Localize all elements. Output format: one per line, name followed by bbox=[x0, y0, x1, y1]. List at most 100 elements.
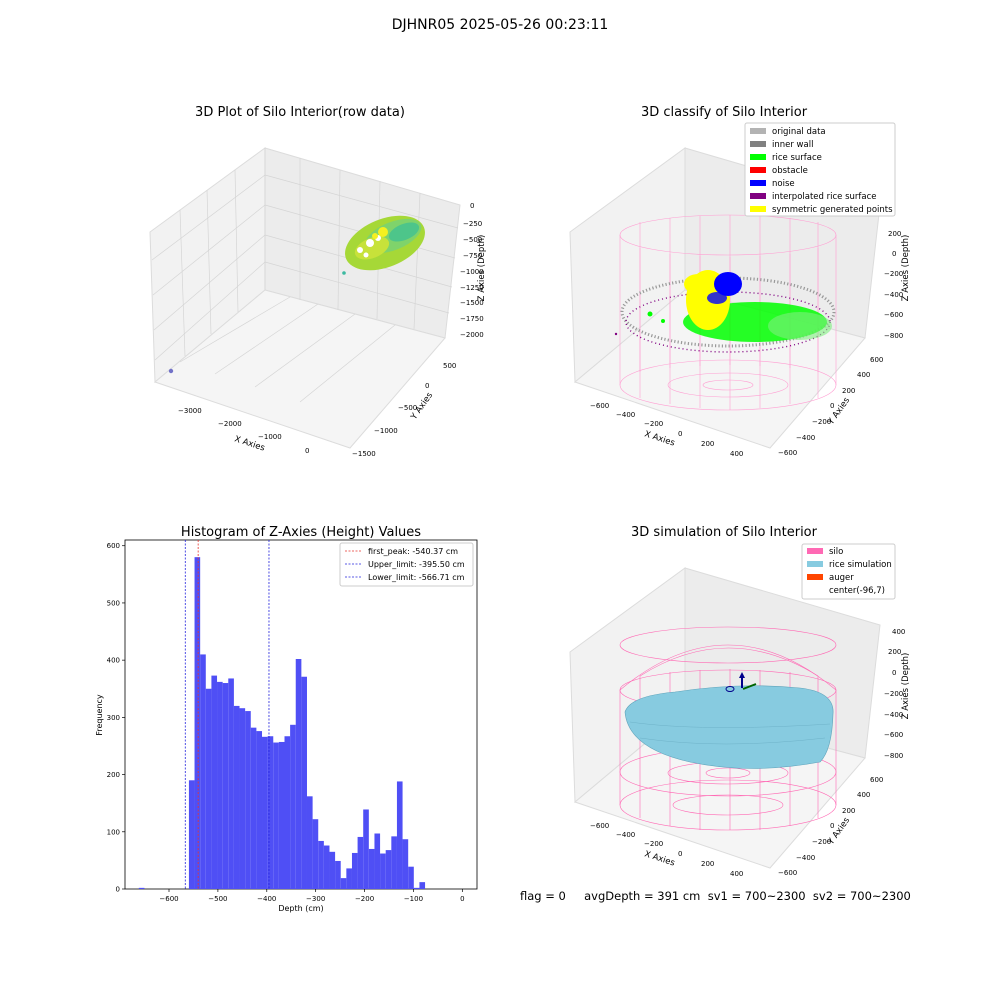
svg-text:200: 200 bbox=[888, 230, 901, 238]
classify-y-label: Y Axies bbox=[826, 395, 853, 427]
svg-text:0: 0 bbox=[678, 850, 682, 858]
raw-plot-title: 3D Plot of Silo Interior(row data) bbox=[195, 105, 405, 120]
raw-3d-grid bbox=[151, 148, 459, 403]
histogram-bar bbox=[295, 659, 302, 889]
histogram-bar bbox=[380, 853, 386, 889]
raw-z-label: Z Axies (Depth) bbox=[477, 235, 487, 302]
svg-text:200: 200 bbox=[701, 860, 714, 868]
histogram-bars bbox=[138, 557, 426, 889]
histogram-reference-lines bbox=[184, 540, 270, 889]
svg-text:−1000: −1000 bbox=[374, 427, 398, 435]
svg-text:−600: −600 bbox=[778, 449, 797, 457]
histogram-x-tick-label: −400 bbox=[257, 895, 276, 903]
simulation-auger bbox=[725, 672, 757, 692]
histogram-y-ticks: 0 100 200 300 400 500 600 bbox=[107, 542, 125, 894]
classify-plot-title: 3D classify of Silo Interior bbox=[641, 105, 808, 120]
histogram-x-tick-label: −500 bbox=[208, 895, 227, 903]
svg-text:0: 0 bbox=[830, 402, 834, 410]
svg-text:500: 500 bbox=[443, 362, 456, 370]
histogram-bar bbox=[222, 683, 229, 889]
histogram-bar bbox=[239, 708, 246, 889]
histogram-legend: first_peak: -540.37 cm Upper_limit: -395… bbox=[339, 542, 474, 587]
legend-obstacle: obstacle bbox=[772, 166, 808, 176]
legend-first-peak: first_peak: -540.37 cm bbox=[368, 547, 458, 556]
svg-text:−600: −600 bbox=[590, 822, 609, 830]
histogram-x-tick-label: −100 bbox=[404, 895, 423, 903]
histogram-bar bbox=[402, 839, 409, 889]
raw-z-ticks: 0 −250 −500 −750 −1000 −1250 −1500 −1750… bbox=[460, 202, 484, 339]
histogram-bar bbox=[194, 557, 201, 889]
classify-z-ticks: 200 0 −200 −400 −600 −800 bbox=[884, 230, 903, 340]
raw-3d-plot: 3D Plot of Silo Interior(row data) 0 −25… bbox=[149, 105, 487, 458]
svg-text:200: 200 bbox=[842, 807, 855, 815]
svg-text:−1250: −1250 bbox=[460, 284, 484, 292]
svg-text:−2000: −2000 bbox=[218, 420, 242, 428]
histogram-bar bbox=[273, 742, 279, 889]
simulation-x-label: X Axies bbox=[643, 849, 676, 868]
svg-text:0: 0 bbox=[892, 669, 896, 677]
histogram-bar bbox=[351, 852, 358, 889]
simulation-z-label: Z Axies (Depth) bbox=[901, 653, 911, 720]
legend-lower-limit: Lower_limit: -566.71 cm bbox=[368, 573, 465, 582]
histogram-x-tick-label: −300 bbox=[306, 895, 325, 903]
histogram-y-tick-label: 200 bbox=[107, 771, 120, 779]
legend-inner-wall: inner wall bbox=[772, 140, 813, 150]
histogram-x-tick-label: −600 bbox=[159, 895, 178, 903]
simulation-rice-surface bbox=[624, 685, 834, 769]
histogram-bar bbox=[138, 887, 145, 889]
svg-text:−1750: −1750 bbox=[460, 315, 484, 323]
svg-text:−600: −600 bbox=[778, 869, 797, 877]
svg-text:−750: −750 bbox=[463, 252, 482, 260]
legend-silo: silo bbox=[829, 547, 843, 557]
histogram-bar bbox=[340, 878, 347, 889]
svg-text:200: 200 bbox=[701, 440, 714, 448]
histogram-bar bbox=[396, 781, 403, 889]
svg-text:0: 0 bbox=[305, 447, 309, 455]
histogram-bar bbox=[368, 848, 375, 889]
histogram-bar bbox=[205, 688, 212, 889]
svg-text:−400: −400 bbox=[616, 831, 635, 839]
svg-text:600: 600 bbox=[870, 776, 883, 784]
histogram-bar bbox=[290, 724, 296, 889]
svg-text:−200: −200 bbox=[812, 418, 831, 426]
histogram-bar bbox=[391, 836, 397, 889]
svg-text:0: 0 bbox=[425, 382, 429, 390]
histogram-bar bbox=[250, 727, 257, 889]
histogram-bar bbox=[318, 840, 324, 889]
status-line: flag = 0 avgDepth = 391 cm sv1 = 700~230… bbox=[520, 889, 911, 903]
raw-3d-panes bbox=[149, 147, 461, 449]
svg-text:400: 400 bbox=[730, 870, 743, 878]
histogram-bar bbox=[278, 741, 285, 889]
svg-text:−1500: −1500 bbox=[460, 299, 484, 307]
raw-y-ticks: 500 0 −500 −1000 −1500 bbox=[352, 362, 456, 458]
svg-text:400: 400 bbox=[857, 371, 870, 379]
classify-z-label: Z Axies (Depth) bbox=[901, 235, 911, 302]
svg-text:400: 400 bbox=[857, 791, 870, 799]
histogram-bar bbox=[408, 866, 414, 889]
svg-text:−3000: −3000 bbox=[178, 407, 202, 415]
histogram-bar bbox=[374, 833, 381, 889]
histogram-bar bbox=[233, 705, 240, 889]
svg-text:−200: −200 bbox=[884, 270, 903, 278]
classify-3d-plot: 3D classify of Silo Interior 200 0 −200 bbox=[569, 105, 911, 458]
histogram-bar bbox=[228, 678, 234, 889]
svg-text:−600: −600 bbox=[884, 311, 903, 319]
simulation-legend: silo rice simulation auger center(-96,7) bbox=[801, 543, 896, 600]
histogram-bar bbox=[211, 675, 218, 889]
histogram-bar bbox=[245, 711, 251, 889]
histogram-bar bbox=[267, 736, 274, 889]
histogram-bar bbox=[256, 731, 263, 889]
histogram-y-tick-label: 100 bbox=[107, 828, 120, 836]
legend-noise: noise bbox=[772, 179, 795, 189]
svg-text:−400: −400 bbox=[884, 291, 903, 299]
svg-text:−500: −500 bbox=[398, 404, 417, 412]
svg-text:−200: −200 bbox=[644, 840, 663, 848]
svg-text:0: 0 bbox=[830, 822, 834, 830]
histogram-y-tick-label: 600 bbox=[107, 542, 120, 550]
histogram-y-tick-label: 0 bbox=[116, 886, 120, 894]
classify-y-ticks: 600 400 200 0 −200 −400 −600 bbox=[778, 356, 883, 457]
figure-title: DJHNR05 2025-05-26 00:23:11 bbox=[391, 17, 609, 33]
legend-symmetric-generated-points: symmetric generated points bbox=[772, 205, 893, 215]
histogram-title: Histogram of Z-Axies (Height) Values bbox=[181, 525, 421, 540]
svg-text:−400: −400 bbox=[616, 411, 635, 419]
